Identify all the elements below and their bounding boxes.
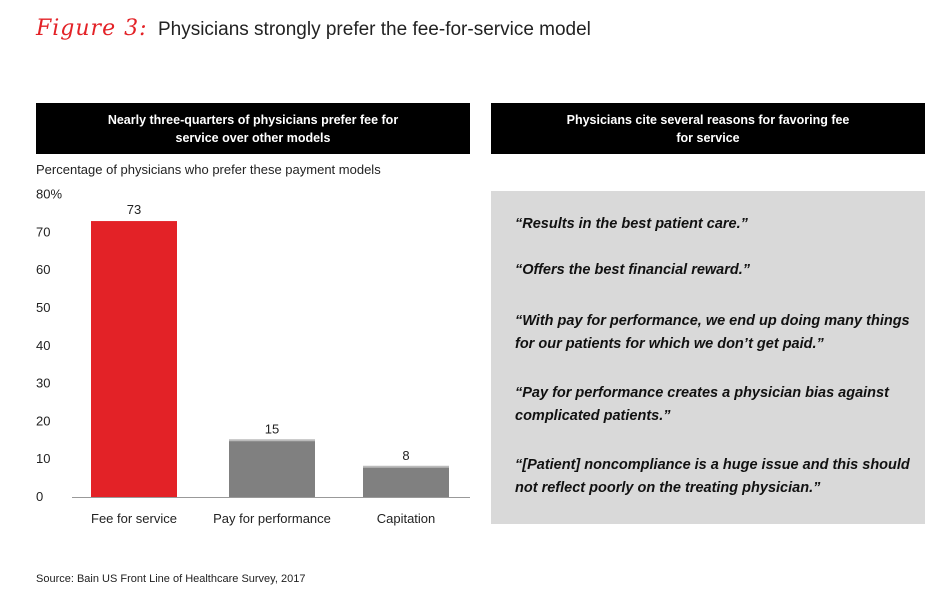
y-tick-label: 20: [36, 413, 50, 428]
x-tick-label: Capitation: [377, 511, 436, 526]
y-tick-label: 40: [36, 338, 50, 353]
bar: [363, 466, 449, 497]
y-tick-label: 80%: [36, 187, 62, 202]
figure-title-text: Physicians strongly prefer the fee-for-s…: [157, 19, 591, 40]
left-panel-header-text: Nearly three-quarters of physicians pref…: [107, 112, 399, 145]
quote-2: “Offers the best financial reward.”: [515, 262, 751, 278]
x-tick-label: Pay for performance: [213, 511, 331, 526]
y-tick-label: 10: [36, 451, 50, 466]
bar: [91, 221, 177, 497]
bar: [229, 440, 315, 497]
quote-5: “[Patient] noncompliance is a huge issue…: [515, 457, 910, 496]
figure-title: Figure 3: Physicians strongly prefer the…: [36, 16, 591, 41]
left-panel-header: Nearly three-quarters of physicians pref…: [36, 103, 470, 154]
right-panel-header: Physicians cite several reasons for favo…: [491, 103, 925, 154]
y-tick-label: 60: [36, 262, 50, 277]
data-label: 15: [265, 421, 279, 436]
source-note: Source: Bain US Front Line of Healthcare…: [36, 573, 306, 585]
y-tick-label: 50: [36, 300, 50, 315]
y-tick-label: 30: [36, 376, 50, 391]
quote-4: “Pay for performance creates a physician…: [515, 385, 889, 424]
quote-3: “With pay for performance, we end up doi…: [515, 313, 910, 352]
right-panel-header-text: Physicians cite several reasons for favo…: [566, 112, 850, 145]
quotes-panel: “Results in the best patient care.” “Off…: [491, 191, 925, 524]
chart-subtitle: Percentage of physicians who prefer thes…: [36, 162, 381, 177]
quote-1: “Results in the best patient care.”: [515, 216, 748, 232]
x-tick-label: Fee for service: [91, 511, 177, 526]
bar-chart: 0 10 20 30 40 50 60 70 80% 73 Fee for service 15 Pay…: [36, 187, 470, 526]
y-tick-label: 0: [36, 489, 43, 504]
data-label: 73: [127, 202, 141, 217]
figure-label: Figure 3:: [36, 16, 148, 41]
y-tick-label: 70: [36, 224, 50, 239]
data-label: 8: [402, 448, 409, 463]
